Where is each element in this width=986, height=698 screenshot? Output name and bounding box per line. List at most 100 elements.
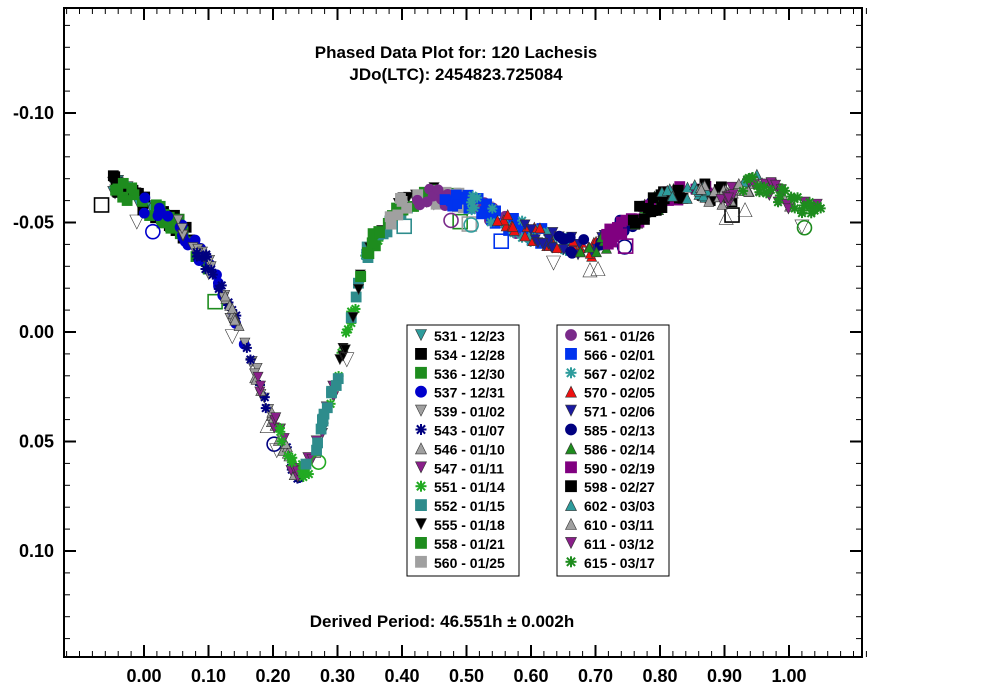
data-point (286, 457, 297, 468)
data-point-open (546, 255, 562, 271)
y-tick-label: -0.10 (13, 103, 54, 123)
y-tick-label: -0.05 (13, 213, 54, 233)
data-point (339, 344, 351, 356)
data-point (219, 290, 231, 302)
data-point (537, 238, 549, 250)
data-point (213, 283, 224, 294)
data-point (606, 224, 618, 236)
legend-marker (415, 424, 427, 435)
data-point (629, 217, 641, 229)
x-tick-label: 0.90 (707, 666, 742, 686)
x-tick-label: 0.10 (191, 666, 226, 686)
legend-label: 586 - 02/14 (584, 441, 655, 457)
data-point (395, 192, 406, 204)
data-point (487, 203, 498, 214)
data-point (317, 414, 328, 426)
data-point (606, 236, 618, 248)
data-point-open (452, 213, 468, 230)
legend-label: 546 - 01/10 (434, 441, 505, 457)
data-point (796, 208, 807, 219)
y-axis-ticks: -0.10 -0.05 0.00 0.05 0.10 (13, 24, 862, 640)
data-point (761, 188, 772, 199)
x-tick-label: 0.40 (384, 666, 419, 686)
legend-label: 547 - 01/11 (434, 460, 504, 476)
data-point (578, 234, 590, 245)
data-point (201, 251, 212, 262)
data-point (716, 198, 728, 210)
data-point (270, 412, 282, 424)
data-point-open (617, 238, 634, 254)
legend-marker (415, 555, 427, 568)
data-point-open (463, 217, 479, 233)
data-point (260, 403, 271, 414)
data-point-open (616, 239, 633, 255)
data-point (583, 241, 595, 253)
data-point (643, 202, 654, 214)
data-point (207, 269, 218, 280)
derived-period-annotation: Derived Period: 46.551h ± 0.002h (310, 612, 574, 631)
data-point (326, 385, 338, 397)
data-point-open (269, 443, 285, 459)
legend-label: 537 - 12/31 (434, 385, 505, 401)
data-point (502, 209, 514, 221)
data-point (779, 185, 790, 196)
data-point (666, 190, 678, 202)
data-point-open (145, 223, 161, 240)
data-points (93, 168, 826, 484)
data-point (121, 195, 133, 206)
data-point (723, 192, 735, 204)
data-point-open (737, 202, 753, 218)
x-axis-ticks: 0.00 0.10 0.20 0.30 0.40 0.50 0.60 0.70 0.80 0.90… (66, 8, 867, 686)
legend-label: 585 - 02/13 (584, 423, 655, 439)
legend-marker (415, 518, 427, 531)
data-point (245, 354, 256, 365)
legend-marker (565, 404, 577, 417)
data-point (374, 227, 385, 239)
legend-label: 560 - 01/25 (434, 555, 505, 571)
legend-marker (415, 366, 427, 379)
data-point (809, 205, 820, 216)
x-tick-label: 1.00 (771, 666, 806, 686)
data-point (392, 209, 404, 221)
data-point-open (129, 214, 145, 230)
data-point (559, 233, 571, 245)
x-tick-label: 0.50 (449, 666, 484, 686)
data-point (476, 208, 488, 220)
data-point (519, 230, 531, 242)
data-point (347, 312, 359, 324)
x-tick-label: 0.70 (578, 666, 613, 686)
chart-subtitle: JDo(LTC): 2454823.725084 (349, 65, 563, 84)
data-point (661, 184, 673, 196)
data-point (421, 196, 433, 208)
legend-marker (415, 404, 427, 417)
data-point (590, 246, 602, 258)
data-point-open (493, 233, 510, 249)
legend-marker (565, 347, 577, 360)
legend-marker (415, 385, 427, 398)
x-tick-label: 0.20 (255, 666, 290, 686)
legend-label: 611 - 03/12 (584, 536, 654, 552)
data-point (789, 203, 800, 214)
data-point-open (590, 260, 606, 276)
data-point (703, 195, 715, 207)
data-point (439, 194, 451, 205)
data-point (681, 192, 693, 204)
legend-marker (565, 385, 577, 398)
data-point (534, 222, 546, 234)
data-point-open (796, 219, 813, 236)
data-point (229, 314, 241, 326)
data-point (138, 207, 150, 219)
data-point (362, 247, 373, 258)
data-point (153, 207, 165, 219)
data-point (226, 302, 238, 314)
data-point-open (224, 329, 240, 345)
legend-marker (565, 480, 577, 493)
legend-label: 552 - 01/15 (434, 498, 505, 514)
data-point (695, 183, 707, 195)
data-point (507, 220, 519, 232)
data-point-open (443, 212, 459, 229)
x-tick-label: 0.60 (513, 666, 548, 686)
x-tick-label: 0.80 (642, 666, 677, 686)
legend: 531 - 12/23 534 - 12/28 536 - 12/30 537 - 1… (406, 324, 670, 577)
